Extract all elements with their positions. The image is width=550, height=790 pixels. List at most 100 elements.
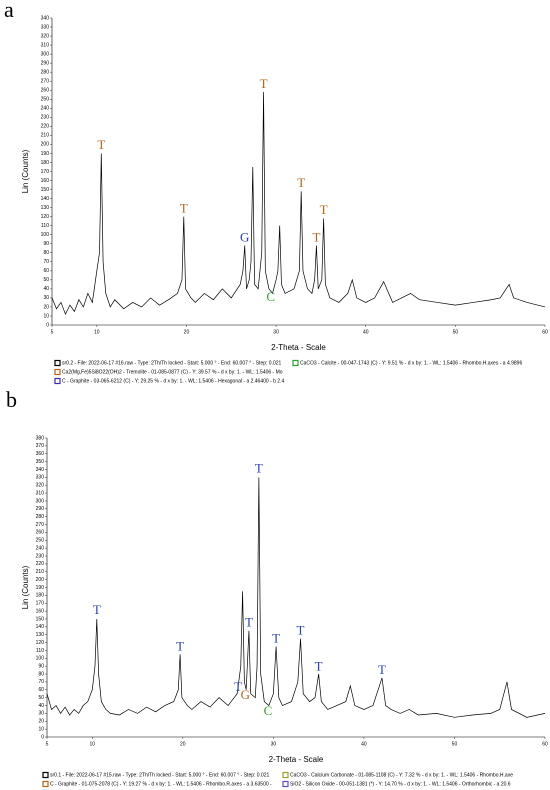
peak-label: T bbox=[378, 662, 386, 677]
y-tick-label: 350 bbox=[36, 459, 45, 465]
y-tick-label: 250 bbox=[36, 538, 45, 544]
y-tick-label: 200 bbox=[36, 577, 45, 583]
y-tick-label: 150 bbox=[41, 187, 50, 193]
legend-entry: C - Graphite - 03-065-6212 (C) - Y: 29.2… bbox=[62, 378, 284, 384]
y-axis-title: Lin (Counts) bbox=[21, 565, 30, 609]
panel-label: a bbox=[4, 0, 14, 22]
peak-label: G bbox=[241, 687, 250, 702]
panel-label: b bbox=[6, 387, 17, 412]
y-tick-label: 130 bbox=[41, 205, 50, 211]
x-tick-label: 50 bbox=[453, 329, 459, 335]
y-tick-label: 140 bbox=[41, 196, 50, 202]
legend-entry: CaCO3 - Calcium Carbonate - 01-085-1108 … bbox=[290, 772, 513, 778]
y-tick-label: 150 bbox=[36, 616, 45, 622]
peak-label: T bbox=[180, 200, 188, 215]
y-tick-label: 260 bbox=[41, 88, 50, 94]
y-tick-label: 70 bbox=[38, 679, 44, 685]
peak-label: T bbox=[255, 460, 263, 475]
x-axis-title: 2-Theta - Scale bbox=[271, 343, 326, 352]
legend-entry: C - Graphite - 01-075-2078 (C) - Y: 19.2… bbox=[50, 781, 272, 787]
y-tick-label: 180 bbox=[41, 160, 50, 166]
legend-swatch bbox=[42, 780, 49, 788]
y-tick-label: 290 bbox=[41, 60, 50, 66]
x-tick-label: 60 bbox=[542, 741, 548, 747]
legend-swatch bbox=[54, 377, 61, 385]
y-tick-label: 300 bbox=[41, 51, 50, 57]
peak-label: T bbox=[234, 679, 242, 694]
y-tick-label: 110 bbox=[41, 223, 49, 229]
x-tick-label: 40 bbox=[363, 329, 369, 335]
y-tick-label: 110 bbox=[36, 648, 44, 654]
y-tick-label: 10 bbox=[43, 313, 49, 319]
y-tick-label: 240 bbox=[41, 106, 50, 112]
y-tick-label: 10 bbox=[38, 726, 44, 732]
y-tick-label: 100 bbox=[41, 232, 50, 238]
y-tick-label: 250 bbox=[41, 97, 50, 103]
y-tick-label: 200 bbox=[41, 142, 50, 148]
peak-label: T bbox=[245, 615, 253, 630]
y-tick-label: 170 bbox=[36, 601, 45, 607]
x-tick-label: 30 bbox=[273, 329, 279, 335]
y-tick-label: 370 bbox=[36, 443, 45, 449]
y-tick-label: 180 bbox=[36, 593, 45, 599]
y-tick-label: 320 bbox=[36, 483, 45, 489]
y-tick-label: 330 bbox=[36, 475, 45, 481]
peak-label: C bbox=[264, 703, 273, 718]
y-tick-label: 160 bbox=[41, 178, 50, 184]
y-tick-label: 120 bbox=[36, 640, 45, 646]
y-tick-label: 310 bbox=[36, 490, 45, 496]
y-tick-label: 40 bbox=[38, 703, 44, 709]
y-tick-label: 210 bbox=[41, 133, 50, 139]
y-tick-label: 260 bbox=[36, 530, 45, 536]
xrd-panel: a 0 10 20 30 40 50 60 70 80 90 100 110 120 130 140 150 16… bbox=[4, 0, 548, 384]
pattern-line bbox=[51, 92, 546, 316]
legend-entry: Ca2(Mg,Fe)5Si8O22(OH)2 - Tremolite - 01-… bbox=[62, 369, 283, 375]
y-tick-label: 80 bbox=[43, 250, 49, 256]
legend-swatch bbox=[42, 771, 49, 779]
xrd-panel: b010203040506070809010011012013014015016… bbox=[6, 387, 548, 790]
y-tick-label: 290 bbox=[36, 506, 45, 512]
y-tick-label: 320 bbox=[41, 33, 50, 39]
y-tick-label: 60 bbox=[43, 268, 49, 274]
x-tick-label: 5 bbox=[46, 741, 49, 747]
y-tick-label: 40 bbox=[43, 286, 49, 292]
peak-label: T bbox=[320, 202, 328, 217]
y-tick-label: 330 bbox=[41, 24, 50, 30]
y-tick-label: 30 bbox=[38, 711, 44, 717]
y-tick-label: 60 bbox=[38, 687, 44, 693]
y-tick-label: 140 bbox=[36, 624, 45, 630]
x-tick-label: 30 bbox=[271, 741, 277, 747]
y-axis-title: Lin (Counts) bbox=[21, 149, 30, 193]
legend-swatch bbox=[282, 771, 289, 779]
pattern-line bbox=[46, 477, 546, 718]
y-tick-label: 310 bbox=[41, 42, 50, 48]
x-tick-label: 5 bbox=[51, 329, 54, 335]
y-tick-label: 300 bbox=[36, 498, 45, 504]
legend-entry: sr0.1 - File: 2022-06-17 #15.raw - Type:… bbox=[50, 772, 270, 778]
peak-label: T bbox=[93, 602, 101, 617]
peak-label: T bbox=[272, 630, 280, 645]
y-tick-label: 50 bbox=[43, 277, 49, 283]
peak-label: T bbox=[260, 76, 268, 91]
x-tick-label: 60 bbox=[542, 329, 548, 335]
y-tick-label: 90 bbox=[38, 664, 44, 670]
y-tick-label: 270 bbox=[41, 79, 50, 85]
legend-swatch bbox=[282, 780, 289, 788]
peak-label: T bbox=[176, 638, 184, 653]
y-tick-label: 220 bbox=[36, 561, 45, 567]
legend-entry: CaCO3 - Calcite - 00-047-1743 (C) - Y: 9… bbox=[300, 360, 522, 366]
x-tick-label: 20 bbox=[184, 329, 190, 335]
peak-label: T bbox=[297, 623, 305, 638]
x-tick-label: 40 bbox=[361, 741, 367, 747]
y-tick-label: 220 bbox=[41, 124, 50, 130]
peak-label: C bbox=[266, 289, 275, 304]
y-tick-label: 30 bbox=[43, 295, 49, 301]
y-tick-label: 0 bbox=[46, 322, 49, 328]
y-tick-label: 50 bbox=[38, 695, 44, 701]
y-tick-label: 230 bbox=[41, 115, 50, 121]
y-tick-label: 20 bbox=[43, 304, 49, 310]
y-tick-label: 120 bbox=[41, 214, 50, 220]
legend-entry: SiO2 - Silicon Oxide - 00-051-1381 (*) -… bbox=[290, 781, 511, 787]
y-tick-label: 230 bbox=[36, 553, 45, 559]
